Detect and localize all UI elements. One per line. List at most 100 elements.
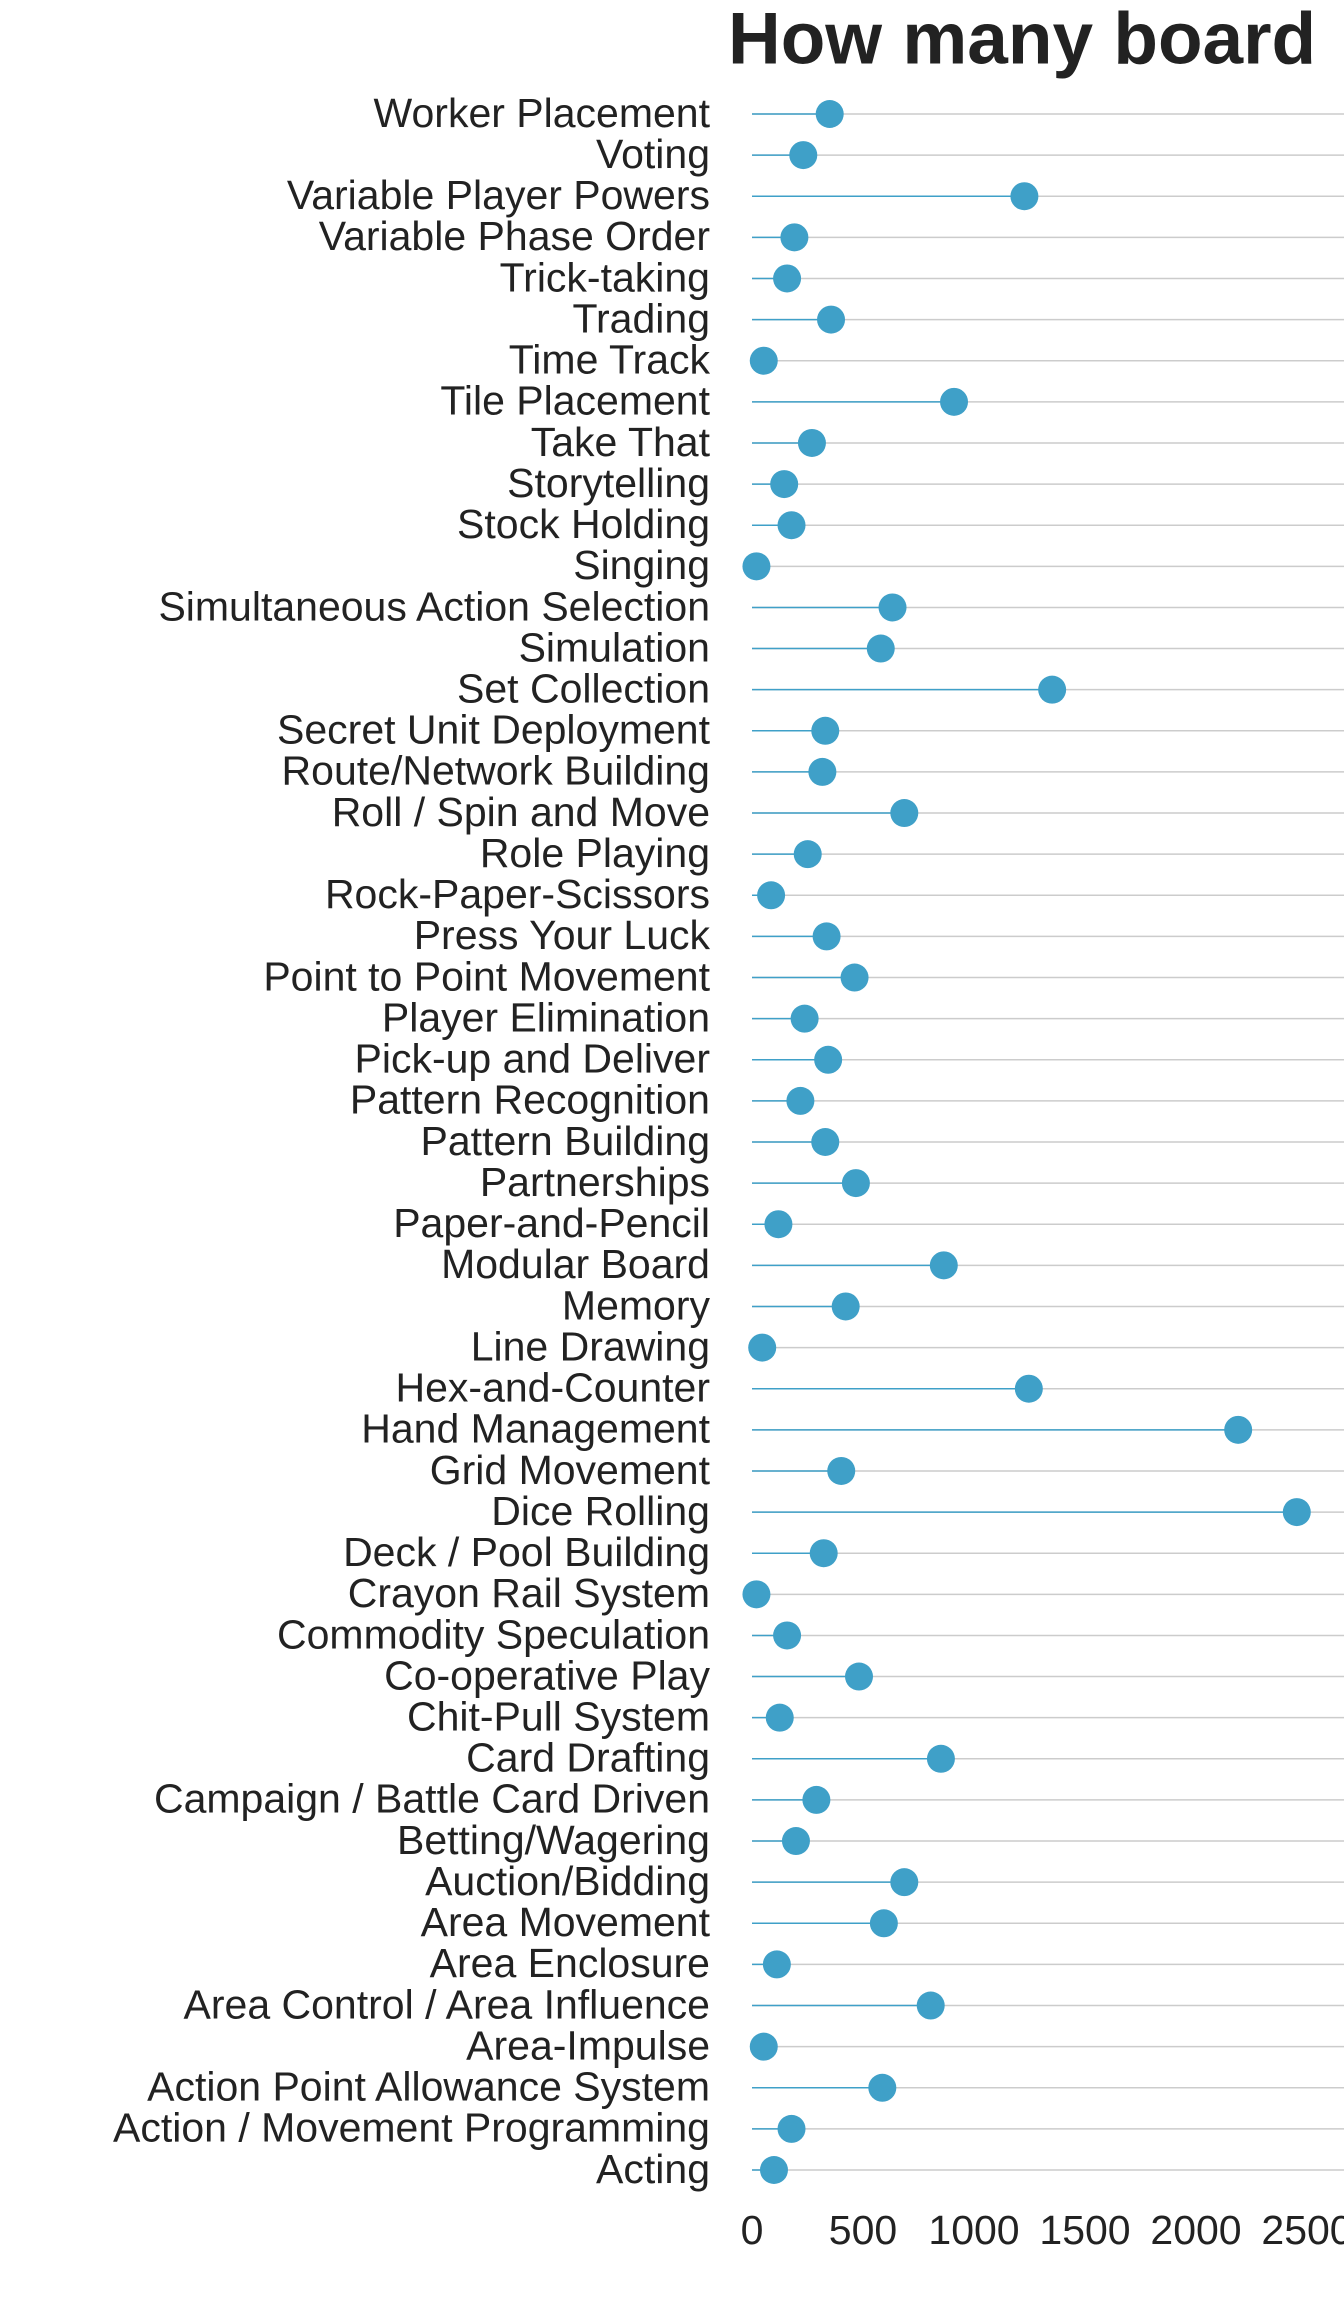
dot [786, 1086, 815, 1115]
dot [757, 881, 786, 910]
y-tick-label: Voting [596, 131, 710, 177]
x-tick-label: 0 [741, 2207, 764, 2253]
y-tick-label: Paper-and-Pencil [393, 1200, 710, 1246]
y-tick-label: Pattern Recognition [350, 1077, 710, 1123]
y-tick-label: Campaign / Battle Card Driven [154, 1776, 710, 1822]
dot [764, 1210, 793, 1239]
dot [868, 2073, 897, 2102]
y-tick-label: Singing [573, 542, 710, 588]
dot [749, 2032, 778, 2061]
x-tick-label: 500 [829, 2207, 897, 2253]
y-tick-label: Pick-up and Deliver [355, 1036, 711, 1082]
y-tick-label: Action Point Allowance System [147, 2064, 710, 2110]
dot [777, 511, 806, 540]
y-tick-label: Betting/Wagering [397, 1817, 710, 1863]
dot [773, 264, 802, 293]
dot [815, 100, 844, 128]
y-tick-label: Acting [596, 2146, 710, 2192]
dot [811, 716, 840, 745]
dot [811, 1128, 840, 1156]
y-tick-label: Tile Placement [440, 378, 710, 424]
dot [878, 593, 907, 622]
dot [802, 1785, 831, 1814]
y-tick-label: Worker Placement [374, 90, 711, 136]
dot [781, 1827, 810, 1856]
y-tick-label: Co-operative Play [384, 1652, 710, 1698]
y-tick-label: Commodity Speculation [277, 1611, 710, 1657]
y-tick-label: Deck / Pool Building [343, 1529, 710, 1575]
dot [890, 799, 919, 828]
dot [812, 922, 841, 951]
dot [890, 1868, 919, 1897]
dot [793, 840, 822, 869]
y-tick-label: Area Control / Area Influence [184, 1981, 710, 2027]
y-tick-label: Memory [562, 1282, 711, 1328]
y-tick-label: Point to Point Movement [263, 953, 710, 999]
y-tick-label: Area Movement [421, 1899, 711, 1945]
dot [916, 1991, 945, 2020]
dot [827, 1456, 856, 1485]
y-tick-label: Hand Management [361, 1406, 710, 1452]
y-tick-label: Role Playing [480, 830, 710, 876]
x-tick-label: 2500 [1261, 2207, 1344, 2253]
y-tick-label: Partnerships [480, 1159, 710, 1205]
dot [773, 1621, 802, 1650]
y-tick-label: Area-Impulse [466, 2022, 710, 2068]
dot [748, 1333, 777, 1362]
y-tick-label: Set Collection [457, 666, 710, 712]
dot [742, 552, 771, 581]
dot [841, 1169, 870, 1198]
dot [840, 963, 869, 992]
y-tick-label: Card Drafting [466, 1735, 710, 1781]
dot [742, 1580, 771, 1609]
y-tick-label: Variable Player Powers [287, 172, 710, 218]
y-tick-label: Secret Unit Deployment [277, 707, 711, 753]
y-tick-label: Simultaneous Action Selection [158, 583, 710, 629]
y-tick-label: Chit-Pull System [407, 1694, 710, 1740]
dot [808, 757, 837, 786]
y-tick-label: Trick-taking [500, 254, 710, 300]
chart-title: How many board [728, 0, 1316, 79]
dot [759, 2156, 788, 2184]
y-tick-label: Simulation [519, 624, 710, 670]
dot [845, 1662, 874, 1691]
y-tick-label: Dice Rolling [491, 1488, 710, 1534]
dot [1014, 1374, 1043, 1403]
y-tick-label: Stock Holding [457, 501, 710, 547]
dot [929, 1251, 958, 1280]
y-tick-label: Hex-and-Counter [396, 1365, 711, 1411]
dot [749, 346, 778, 375]
dot [770, 470, 799, 499]
dot [869, 1909, 898, 1938]
y-tick-label: Take That [531, 419, 711, 465]
dot [814, 1045, 843, 1074]
dot [809, 1539, 838, 1568]
dot [1010, 182, 1039, 211]
dot [1038, 675, 1067, 704]
dot [1282, 1498, 1311, 1527]
y-tick-label: Roll / Spin and Move [332, 789, 710, 835]
dot [817, 305, 846, 334]
dot [797, 428, 826, 457]
y-tick-label: Variable Phase Order [319, 213, 710, 259]
y-tick-label: Modular Board [441, 1241, 710, 1287]
y-tick-label: Storytelling [507, 460, 710, 506]
y-tick-label: Rock-Paper-Scissors [325, 871, 710, 917]
dot [831, 1292, 860, 1321]
y-tick-label: Player Elimination [382, 994, 710, 1040]
dot [777, 2114, 806, 2143]
dot [765, 1703, 794, 1732]
dot [762, 1950, 791, 1979]
x-tick-label: 1500 [1039, 2207, 1130, 2253]
y-tick-label: Route/Network Building [282, 748, 710, 794]
dot [790, 1004, 819, 1033]
y-tick-label: Auction/Bidding [425, 1858, 710, 1904]
dot [789, 141, 818, 170]
y-tick-label: Pattern Building [421, 1118, 710, 1164]
dot [940, 387, 969, 416]
y-tick-label: Line Drawing [471, 1323, 710, 1369]
dot [780, 223, 809, 252]
dot [1224, 1415, 1253, 1444]
y-tick-label: Action / Movement Programming [113, 2105, 710, 2151]
